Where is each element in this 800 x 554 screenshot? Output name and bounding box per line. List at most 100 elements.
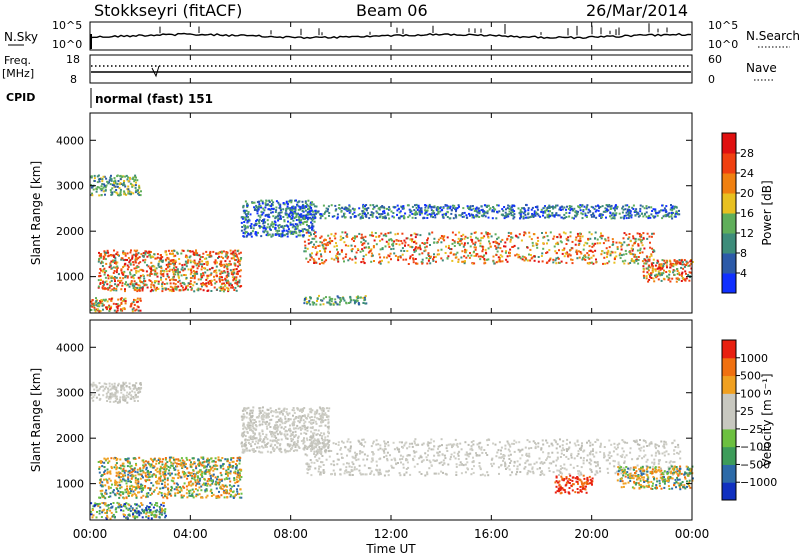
range-gate-cell	[601, 234, 604, 237]
range-gate-cell	[105, 270, 108, 273]
range-gate-cell	[324, 424, 327, 427]
range-gate-cell	[214, 282, 217, 285]
range-gate-cell	[498, 441, 501, 444]
range-gate-cell	[229, 249, 232, 252]
range-gate-cell	[163, 270, 166, 273]
range-gate-cell	[645, 207, 648, 210]
range-gate-cell	[608, 246, 611, 249]
range-gate-cell	[389, 231, 392, 234]
range-gate-cell	[527, 207, 530, 210]
range-gate-cell	[671, 217, 674, 220]
range-gate-cell	[430, 213, 432, 216]
range-gate-cell	[266, 420, 268, 423]
range-gate-cell	[312, 447, 315, 450]
range-gate-cell	[240, 221, 243, 224]
range-gate-cell	[676, 262, 679, 265]
range-gate-cell	[312, 218, 315, 220]
range-gate-cell	[201, 263, 204, 266]
range-gate-cell	[309, 445, 312, 447]
range-gate-cell	[665, 210, 668, 213]
range-gate-cell	[425, 456, 428, 459]
range-gate-cell	[682, 267, 685, 270]
range-gate-cell	[275, 437, 278, 439]
range-gate-cell	[208, 280, 211, 282]
range-gate-cell	[219, 280, 221, 283]
range-gate-cell	[548, 204, 551, 207]
range-gate-cell	[90, 383, 93, 386]
range-gate-cell	[130, 249, 132, 252]
range-gate-cell	[657, 265, 660, 268]
range-gate-cell	[350, 466, 353, 469]
range-gate-cell	[337, 441, 340, 444]
range-gate-cell	[332, 302, 335, 305]
range-gate-cell	[462, 207, 465, 210]
range-gate-cell	[288, 200, 291, 203]
range-gate-cell	[244, 200, 247, 203]
range-gate-cell	[206, 274, 209, 277]
range-gate-cell	[139, 194, 142, 197]
range-gate-cell	[310, 440, 313, 443]
range-gate-cell	[264, 229, 267, 232]
range-gate-cell	[161, 285, 164, 288]
range-gate-cell	[420, 261, 423, 263]
range-gate-cell	[123, 389, 126, 392]
range-gate-cell	[348, 204, 351, 207]
range-gate-cell	[592, 244, 595, 247]
range-gate-cell	[320, 213, 323, 216]
range-gate-cell	[323, 238, 326, 241]
range-gate-cell	[136, 387, 139, 390]
range-gate-cell	[136, 297, 139, 300]
range-gate-cell	[440, 235, 443, 237]
range-gate-cell	[242, 235, 245, 238]
noise-sky-line	[90, 32, 692, 40]
range-gate-cell	[562, 440, 565, 443]
range-gate-cell	[353, 302, 356, 305]
range-gate-cell	[311, 224, 314, 227]
range-gate-cell	[386, 459, 389, 462]
noise-right-label: N.Search	[746, 29, 800, 43]
range-gate-cell	[456, 251, 459, 254]
range-gate-cell	[257, 208, 260, 211]
range-gate-cell	[322, 262, 325, 265]
range-gate-cell	[464, 441, 467, 444]
range-gate-cell	[125, 174, 128, 177]
range-gate-cell	[506, 255, 509, 258]
range-gate-cell	[524, 232, 527, 235]
range-gate-cell	[307, 213, 310, 216]
range-gate-cell	[293, 217, 296, 219]
range-gate-cell	[313, 243, 315, 246]
range-gate-cell	[348, 257, 351, 260]
range-gate-cell	[267, 213, 270, 216]
range-gate-cell	[376, 204, 378, 207]
range-gate-cell	[432, 216, 434, 219]
range-gate-cell	[513, 450, 516, 453]
range-gate-cell	[672, 461, 675, 464]
range-gate-cell	[584, 241, 587, 244]
range-gate-cell	[566, 255, 569, 258]
range-gate-cell	[513, 210, 516, 213]
range-gate-cell	[116, 251, 119, 254]
range-gate-cell	[646, 271, 649, 274]
range-gate-cell	[202, 274, 205, 277]
range-gate-cell	[192, 270, 195, 272]
range-gate-cell	[187, 268, 190, 271]
range-gate-cell	[103, 273, 106, 276]
range-gate-cell	[620, 472, 623, 475]
range-gate-cell	[190, 282, 193, 285]
range-gate-cell	[387, 261, 390, 264]
range-gate-cell	[226, 251, 229, 254]
range-gate-cell	[663, 278, 666, 281]
range-gate-cell	[268, 225, 271, 228]
y-tick-label: 1000	[56, 271, 84, 284]
range-gate-cell	[232, 257, 235, 260]
range-gate-cell	[93, 394, 96, 397]
range-gate-cell	[529, 248, 532, 251]
range-gate-cell	[637, 212, 640, 215]
range-gate-cell	[257, 231, 259, 234]
range-gate-cell	[607, 236, 610, 239]
range-gate-cell	[647, 258, 650, 261]
range-gate-cell	[253, 224, 256, 227]
range-gate-cell	[103, 250, 106, 253]
range-gate-cell	[295, 219, 298, 221]
range-gate-cell	[225, 286, 228, 289]
